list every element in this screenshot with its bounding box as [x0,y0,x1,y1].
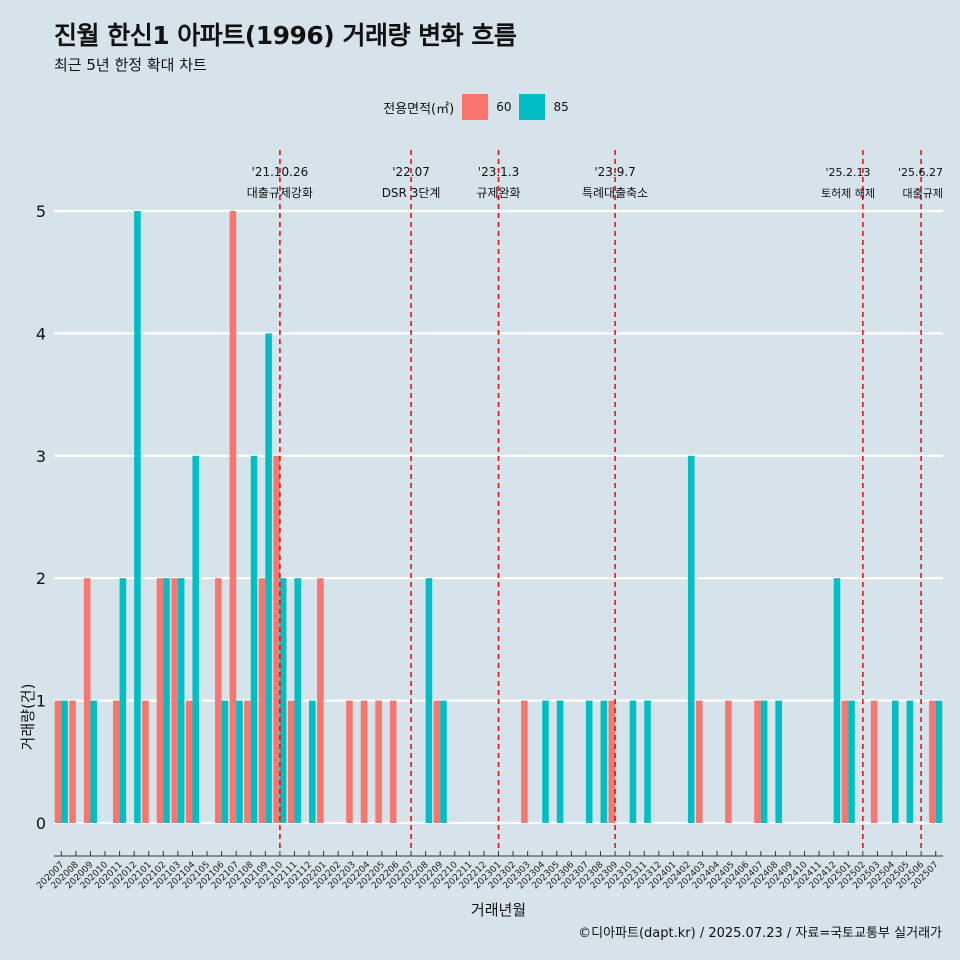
bar-85-202310 [629,700,637,823]
event-date-label: '21.10.26 [252,165,309,179]
y-tick-label: 3 [36,447,46,466]
event-date-label: '25.6.27 [898,166,943,179]
bar-85-202104 [192,455,200,823]
y-axis-title: 거래량(건) [19,684,37,751]
bar-60-202111 [287,700,295,823]
bar-60-202507 [929,700,936,823]
bar-60-202101 [142,700,149,823]
bar-85-202107 [236,700,243,823]
legend-key-60 [462,94,489,120]
bar-60-202106 [215,578,222,823]
bar-60-202205 [375,700,382,823]
bar-85-202208 [425,578,433,823]
bar-85-202412 [833,578,841,823]
bar-85-202009 [90,700,97,823]
bar-85-202408 [775,700,782,823]
bar-60-202309 [608,700,616,823]
bar-85-202505 [906,700,914,823]
event-date-label: '23.1.3 [478,165,519,179]
legend-item-60: 60 [462,94,511,120]
bar-60-202008 [69,700,76,823]
bar-60-202011 [113,700,120,823]
legend-label-60: 60 [496,100,512,114]
event-name-label: 대출규제 [903,187,943,200]
bar-60-202203 [346,700,353,823]
bar-60-202108 [244,700,251,823]
event-name-label: 규제완화 [476,186,520,200]
bar-85-202007 [61,700,68,823]
bar-85-202111 [294,578,302,823]
bar-60-202007 [54,700,62,823]
bar-60-202107 [229,211,237,823]
bar-60-202009 [83,578,91,823]
x-axis-title: 거래년월 [471,901,526,919]
bar-85-202308 [600,700,608,823]
y-tick-label: 0 [36,814,46,833]
bar-85-202507 [935,700,943,823]
bar-60-202103 [171,578,178,823]
bar-60-202109 [258,578,266,823]
bar-85-202108 [250,455,258,823]
bar-85-202106 [221,700,229,823]
bar-60-202407 [754,700,761,823]
bar-85-202011 [119,578,127,823]
y-tick-label: 4 [36,324,46,343]
event-name-label: 특례대출축소 [582,186,648,200]
bar-85-202103 [177,578,185,823]
bar-60-202303 [521,700,528,823]
bar-60-202405 [725,700,732,823]
chart-title: 진월 한신1 아파트(1996) 거래량 변화 흐름 [54,21,517,50]
bar-60-202110 [273,455,280,823]
event-name-label: 토허제 해제 [821,186,875,200]
bar-60-202209 [433,700,441,823]
bar-60-202503 [870,700,878,823]
event-date-label: '22.07 [392,165,430,179]
event-name-label: DSR 3단계 [382,186,441,200]
bar-85-202304 [542,700,549,823]
bar-85-202501 [848,700,855,823]
y-tick-label: 2 [36,569,46,588]
bar-60-202201 [317,578,324,823]
bar-60-202204 [360,700,368,823]
event-date-label: '25.2.13 [825,166,870,179]
bar-85-202112 [309,700,316,823]
bar-85-202307 [585,700,593,823]
legend-title: 전용면적(㎡) [383,101,455,117]
bar-85-202012 [134,211,141,823]
bar-60-202403 [695,700,703,823]
bar-85-202102 [163,578,170,823]
event-date-label: '23.9.7 [594,165,635,179]
event-name-label: 대출규제강화 [247,186,313,200]
bar-85-202402 [687,455,695,823]
legend: 전용면적(㎡) 60 85 [0,92,960,122]
y-tick-label: 5 [36,202,46,221]
legend-key-85 [519,94,546,120]
chart-subtitle: 최근 5년 한정 확대 차트 [54,56,207,74]
bar-85-202110 [279,578,287,823]
bar-85-202305 [556,700,564,823]
bar-85-202504 [891,700,899,823]
bar-60-202206 [389,700,397,823]
bar-60-202104 [185,700,193,823]
bar-60-202102 [156,578,164,823]
bar-60-202501 [841,700,849,823]
y-tick-label: 1 [36,692,46,711]
legend-item-85: 85 [519,94,569,120]
legend-label-85: 85 [553,100,569,114]
bar-85-202311 [644,700,651,823]
source-caption: ©디아파트(dapt.kr) / 2025.07.23 / 자료=국토교통부 실… [578,926,942,941]
bar-85-202407 [760,700,768,823]
bar-85-202209 [440,700,447,823]
bar-85-202109 [265,333,272,823]
